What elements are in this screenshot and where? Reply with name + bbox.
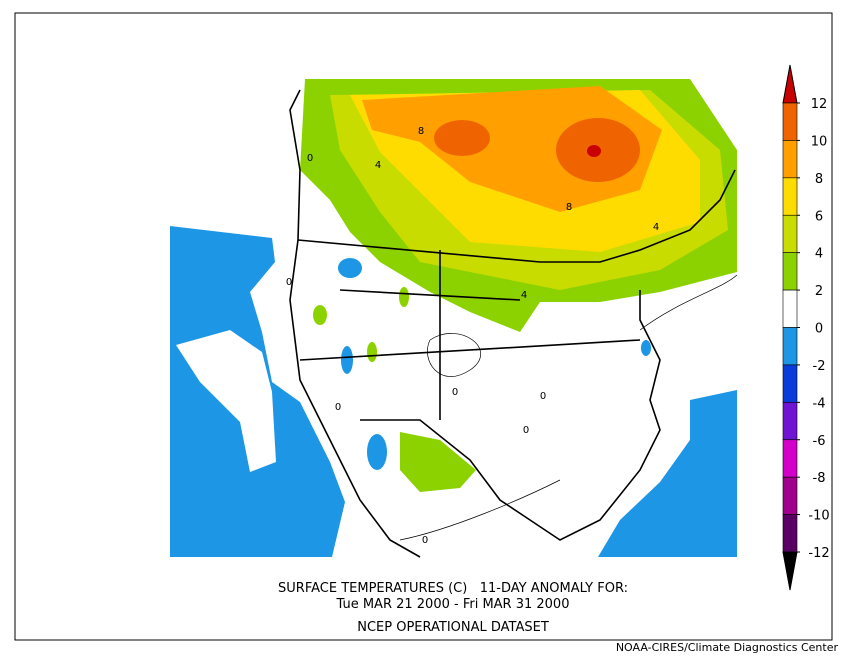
colorbar-bin (782, 327, 798, 366)
contour-label: 4 (653, 222, 659, 233)
colorbar: 12 10 8 6 4 2 0 -2 -4 -6 -8 -10 -12 (782, 64, 830, 591)
colorbar-bin (782, 140, 798, 179)
colorbar-label: -2 (813, 359, 826, 374)
colorbar-bin (782, 439, 798, 478)
colorbar-bin (782, 102, 798, 141)
colorbar-label: -12 (808, 546, 829, 561)
colorbar-label: -6 (813, 434, 826, 449)
credit: NOAA-CIRES/Climate Diagnostics Center (616, 641, 839, 654)
contour-label: 0 (452, 387, 458, 398)
contour-label: 0 (523, 425, 529, 436)
colorbar-bin (782, 476, 798, 515)
colorbar-bin (782, 252, 798, 291)
contour-label: 4 (521, 290, 527, 301)
title-line: SURFACE TEMPERATURES (C) 11-DAY ANOMALY … (278, 581, 628, 596)
colorbar-extend (782, 551, 798, 591)
colorbar-bin (782, 364, 798, 403)
contour-label: 0 (307, 153, 313, 164)
contour-label: 8 (418, 126, 424, 137)
contour-label: 4 (375, 160, 381, 171)
colorbar-label: 12 (811, 97, 828, 112)
colorbar-bin (782, 514, 798, 553)
colorbar-bin (782, 177, 798, 216)
colorbar-label: 6 (815, 209, 823, 224)
colorbar-bin (782, 402, 798, 441)
title-line: Tue MAR 21 2000 - Fri MAR 31 2000 (336, 597, 570, 612)
colorbar-label: 4 (815, 247, 823, 262)
contour-label: 0 (540, 391, 546, 402)
colorbar-label: -8 (813, 471, 826, 486)
contour-label: 0 (422, 535, 428, 546)
colorbar-label: 0 (815, 322, 823, 337)
title-line: NCEP OPERATIONAL DATASET (357, 620, 549, 635)
colorbar-label: -4 (813, 396, 826, 411)
colorbar-bin (782, 214, 798, 253)
colorbar-bin (782, 289, 798, 328)
contour-label: 0 (335, 402, 341, 413)
contour-label: 8 (566, 202, 572, 213)
contour-label: 0 (286, 277, 292, 288)
colorbar-label: 2 (815, 284, 823, 299)
colorbar-label: 10 (811, 134, 828, 149)
map: 8 4 8 4 4 0 0 0 0 0 0 0 (170, 79, 738, 558)
colorbar-label: 8 (815, 172, 823, 187)
colorbar-label: -10 (808, 509, 829, 524)
